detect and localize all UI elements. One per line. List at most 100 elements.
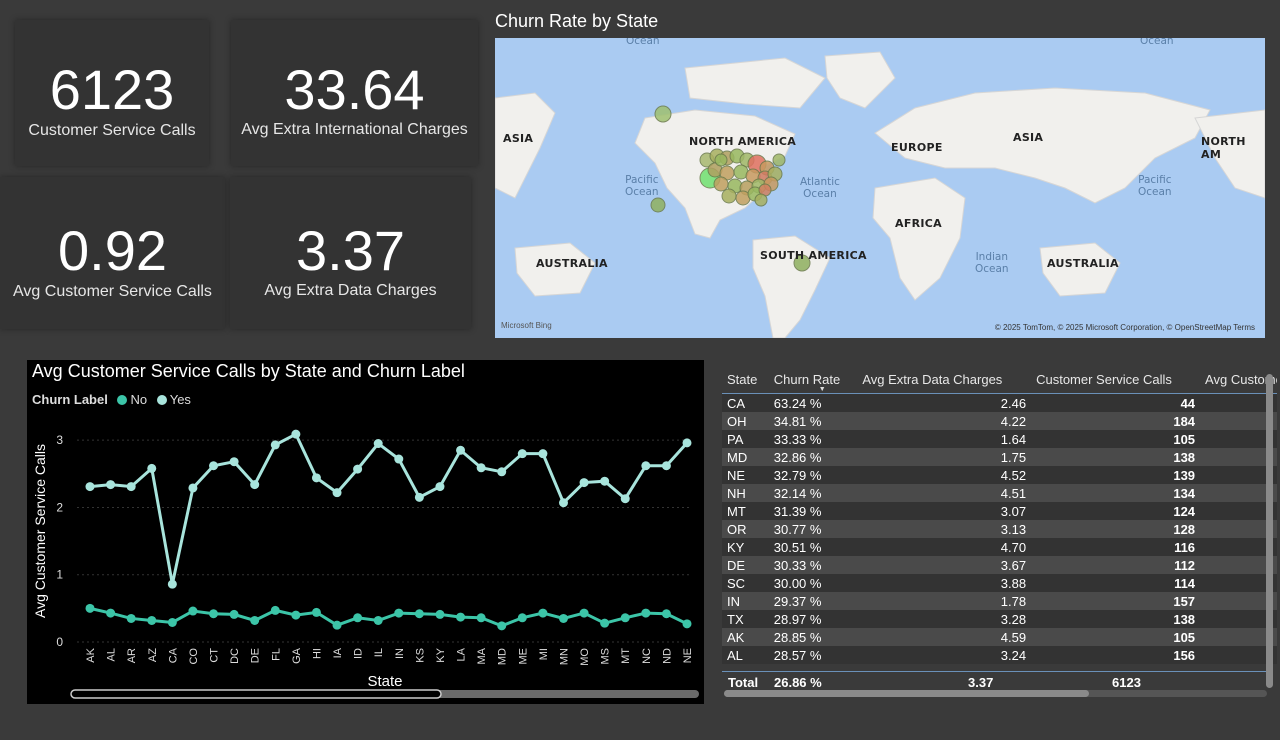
table-row[interactable]: OH 34.81 % 4.22 184 [722, 412, 1277, 430]
legend-title: Churn Label [32, 392, 108, 407]
cell-churn-rate: 28.85 % [768, 628, 858, 646]
y-axis-label: Avg Customer Service Calls [32, 444, 48, 618]
cell-churn-rate: 28.57 % [768, 646, 858, 664]
cell-avg-extra-data-charges: 2.46 [857, 393, 1032, 412]
x-tick-label: ME [517, 648, 529, 665]
data-point-yes [394, 454, 404, 464]
x-tick-label: MS [600, 648, 612, 665]
y-tick-label: 3 [56, 433, 63, 447]
data-point-yes [270, 440, 280, 450]
kpi-card-customer-service-calls[interactable]: 6123 Customer Service Calls [15, 20, 209, 166]
x-tick-label: IA [332, 647, 344, 658]
cell-churn-rate: 29.37 % [768, 592, 858, 610]
chart-scroll-thumb [70, 689, 442, 699]
cell-avg-customer-service [1200, 628, 1277, 646]
cell-avg-customer-service [1200, 393, 1277, 412]
ocean-label-indian: Indian Ocean [975, 251, 1009, 275]
kpi-card-avg-extra-data-charges[interactable]: 3.37 Avg Extra Data Charges [230, 177, 471, 329]
cell-churn-rate: 33.33 % [768, 430, 858, 448]
table-row[interactable]: PA 33.33 % 1.64 105 [722, 430, 1277, 448]
cell-customer-service-calls: 116 [1031, 538, 1201, 556]
table-row[interactable]: CA 63.24 % 2.46 44 [722, 393, 1277, 412]
line-chart-panel[interactable]: 0 1 2 3 AK AL AR AZ CA CO CT DC DE FL GA HI IA ID IL IN KS KY… [27, 360, 704, 704]
table-row[interactable]: DE 30.33 % 3.67 112 [722, 556, 1277, 574]
data-point-no [579, 608, 589, 618]
data-point-no [353, 613, 363, 623]
data-point-yes [229, 457, 239, 467]
col-header-customer-service-calls[interactable]: Customer Service Calls [1031, 368, 1201, 394]
cell-customer-service-calls: 138 [1031, 610, 1201, 628]
data-point-no [291, 610, 301, 620]
map-land [495, 51, 1265, 338]
x-tick-label: KS [414, 648, 426, 663]
table-horizontal-scrollbar[interactable] [724, 690, 1267, 697]
churn-map[interactable]: ASIA NORTH AMERICA EUROPE ASIA NORTH AM … [495, 38, 1265, 338]
kpi-label: Avg Extra International Charges [241, 121, 468, 138]
chart-title: Avg Customer Service Calls by State and … [32, 361, 465, 381]
ocean-label-pacific-right: Pacific Ocean [1138, 174, 1172, 198]
col-header-state[interactable]: State [722, 368, 769, 394]
map-credit[interactable]: © 2025 TomTom, © 2025 Microsoft Corporat… [994, 323, 1255, 332]
table-row[interactable]: IN 29.37 % 1.78 157 [722, 592, 1277, 610]
table-row[interactable]: SC 30.00 % 3.88 114 [722, 574, 1277, 592]
table-row[interactable]: TX 28.97 % 3.28 138 [722, 610, 1277, 628]
cell-customer-service-calls: 105 [1031, 628, 1201, 646]
table-row[interactable]: NE 32.79 % 4.52 139 [722, 466, 1277, 484]
cell-avg-customer-service [1200, 610, 1277, 628]
table: State Churn Rate ▼ Avg Extra Data Charges… [722, 368, 1277, 664]
state-table[interactable]: State Churn Rate ▼ Avg Extra Data Charges… [722, 368, 1277, 704]
kpi-card-avg-extra-international-charges[interactable]: 33.64 Avg Extra International Charges [231, 20, 478, 166]
map-label-asia-left: ASIA [503, 132, 534, 145]
col-header-churn-rate[interactable]: Churn Rate ▼ [768, 368, 858, 394]
data-point-no [332, 620, 342, 630]
table-row[interactable]: AL 28.57 % 3.24 156 [722, 646, 1277, 664]
table-row[interactable]: MD 32.86 % 1.75 138 [722, 448, 1277, 466]
table-row[interactable]: AK 28.85 % 4.59 105 [722, 628, 1277, 646]
cell-avg-extra-data-charges: 4.59 [857, 628, 1032, 646]
cell-customer-service-calls: 44 [1031, 393, 1201, 412]
cell-churn-rate: 30.00 % [768, 574, 858, 592]
data-point-no [311, 607, 321, 617]
data-point-no [435, 609, 445, 619]
kpi-card-avg-customer-service-calls[interactable]: 0.92 Avg Customer Service Calls [0, 177, 225, 329]
table-row[interactable]: KY 30.51 % 4.70 116 [722, 538, 1277, 556]
x-tick-label: FL [270, 648, 282, 661]
map-label-europe: EUROPE [891, 141, 943, 154]
data-point-no [682, 619, 692, 629]
cell-state: OR [722, 520, 769, 538]
data-point-yes [106, 480, 116, 490]
data-point-no [209, 609, 219, 619]
series-line-no [89, 606, 688, 628]
map-label-africa: AFRICA [895, 217, 942, 230]
cell-churn-rate: 31.39 % [768, 502, 858, 520]
data-point-no [661, 609, 671, 619]
data-point-yes [456, 445, 466, 455]
table-horizontal-scroll-thumb[interactable] [724, 690, 1089, 697]
cell-state: AK [722, 628, 769, 646]
data-point-no [538, 608, 548, 618]
data-point-yes [353, 464, 363, 474]
table-vertical-scrollbar[interactable] [1266, 374, 1273, 688]
data-point-yes [600, 476, 610, 486]
x-tick-label: MD [497, 648, 509, 665]
x-tick-label: MT [620, 648, 632, 664]
data-point-no [414, 609, 424, 619]
data-point-no [600, 618, 610, 628]
cell-state: TX [722, 610, 769, 628]
cell-avg-customer-service [1200, 430, 1277, 448]
cell-avg-customer-service [1200, 412, 1277, 430]
col-header-avg-customer-service[interactable]: Avg Customer Serv [1200, 368, 1277, 394]
kpi-value: 6123 [49, 58, 175, 121]
table-row[interactable]: OR 30.77 % 3.13 128 [722, 520, 1277, 538]
data-point-no [229, 609, 239, 619]
col-header-avg-extra-data-charges[interactable]: Avg Extra Data Charges [857, 368, 1032, 394]
cell-state: AL [722, 646, 769, 664]
map-bubbles[interactable] [650, 105, 811, 272]
table-row[interactable]: MT 31.39 % 3.07 124 [722, 502, 1277, 520]
table-row[interactable]: NH 32.14 % 4.51 134 [722, 484, 1277, 502]
legend-no-label[interactable]: No [130, 392, 148, 407]
legend-yes-label[interactable]: Yes [169, 392, 191, 407]
x-tick-label: MI [538, 648, 550, 660]
data-point-yes [414, 492, 424, 502]
kpi-label: Customer Service Calls [28, 122, 196, 139]
